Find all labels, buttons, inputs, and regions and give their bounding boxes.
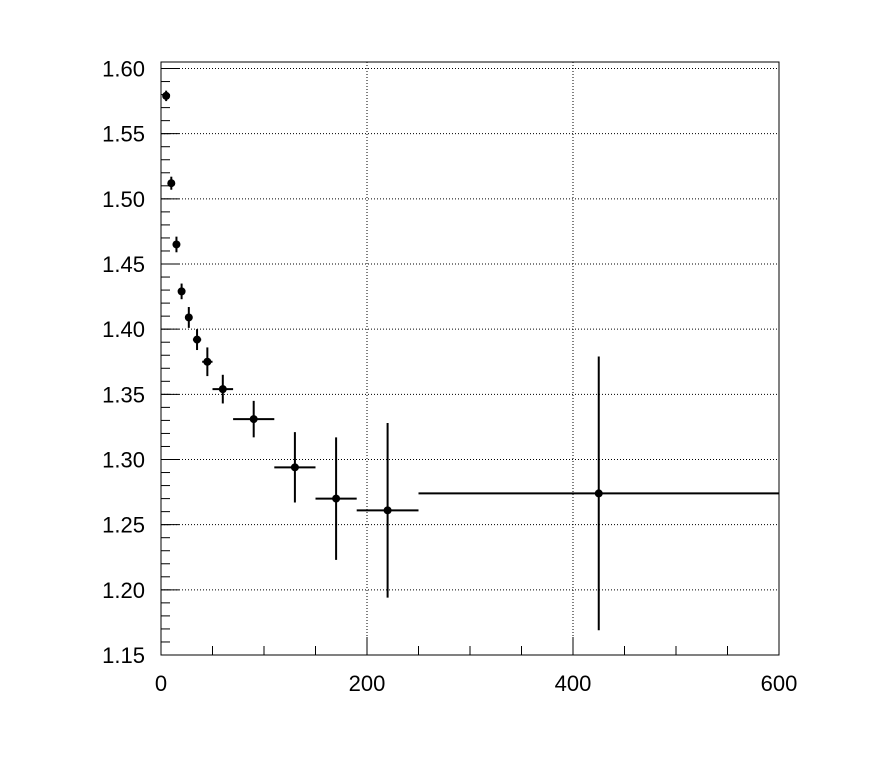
y-tick-label: 1.55: [102, 122, 145, 147]
y-tick-label: 1.50: [102, 187, 145, 212]
x-tick-label: 200: [349, 671, 386, 696]
tick-labels: 1.15 1.20 1.25 1.30 1.35 1.40 1.45 1.50 1.55 1.60…: [102, 57, 797, 696]
y-tick-label: 1.45: [102, 252, 145, 277]
axis-ticks: [160, 68, 780, 656]
y-tick-label: 1.35: [102, 382, 145, 407]
y-tick-label: 1.15: [102, 643, 145, 668]
data-point: [594, 489, 603, 498]
x-tick-label: 0: [155, 671, 167, 696]
y-tick-label: 1.20: [102, 578, 145, 603]
data-point: [172, 240, 181, 249]
x-tick-label: 400: [555, 671, 592, 696]
data-point: [290, 463, 299, 472]
y-tick-label: 1.30: [102, 448, 145, 473]
data-point: [332, 494, 341, 503]
y-tick-label: 1.25: [102, 513, 145, 538]
data-point: [167, 179, 176, 188]
y-tick-label: 1.40: [102, 317, 145, 342]
grid-lines: [160, 62, 780, 656]
data-points: [162, 90, 779, 631]
data-point: [218, 385, 227, 394]
data-point: [177, 287, 186, 296]
y-tick-label: 1.60: [102, 57, 145, 82]
data-point: [383, 506, 392, 515]
plot-frame: [160, 61, 780, 656]
data-point: [193, 335, 202, 344]
data-point: [249, 415, 258, 424]
data-point: [162, 91, 171, 100]
x-tick-label: 600: [761, 671, 798, 696]
data-point: [184, 313, 193, 322]
data-point: [203, 357, 212, 366]
